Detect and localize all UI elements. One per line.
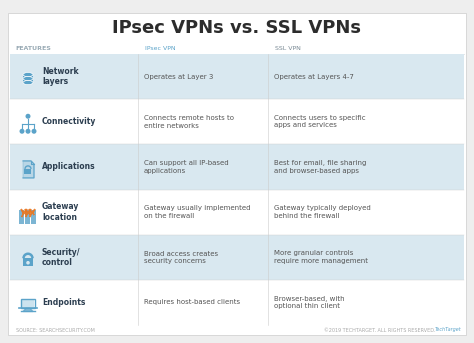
Circle shape: [19, 129, 25, 134]
Ellipse shape: [23, 73, 33, 76]
Polygon shape: [25, 209, 31, 217]
Circle shape: [26, 114, 30, 119]
Ellipse shape: [23, 76, 33, 81]
Text: TechTarget: TechTarget: [434, 328, 461, 332]
Text: Security/
control: Security/ control: [42, 248, 81, 267]
Text: SSL VPN: SSL VPN: [275, 46, 301, 50]
Polygon shape: [23, 161, 34, 178]
Text: Browser-based, with
optional thin client: Browser-based, with optional thin client: [274, 296, 345, 309]
Bar: [22, 300, 34, 307]
Text: More granular controls
require more management: More granular controls require more mana…: [274, 250, 368, 264]
Text: Gateway
location: Gateway location: [42, 202, 79, 222]
Text: Can support all IP-based
applications: Can support all IP-based applications: [144, 160, 228, 174]
Ellipse shape: [23, 73, 33, 76]
Text: ©2019 TECHTARGET. ALL RIGHTS RESERVED.: ©2019 TECHTARGET. ALL RIGHTS RESERVED.: [325, 328, 436, 332]
Text: FEATURES: FEATURES: [15, 46, 51, 50]
Circle shape: [31, 129, 36, 134]
Polygon shape: [23, 308, 33, 311]
Text: Applications: Applications: [42, 163, 96, 172]
Ellipse shape: [23, 81, 33, 85]
Circle shape: [26, 261, 30, 264]
Text: Connectivity: Connectivity: [42, 117, 96, 126]
Text: Gateway usually implemented
on the firewall: Gateway usually implemented on the firew…: [144, 205, 250, 219]
Bar: [26, 210, 30, 224]
Bar: [10, 144, 464, 189]
Bar: [10, 235, 464, 280]
Text: Gateway typically deployed
behind the firewall: Gateway typically deployed behind the fi…: [274, 205, 371, 219]
Bar: [23, 74, 33, 83]
Bar: [19, 210, 25, 224]
Bar: [10, 54, 464, 99]
Text: Best for email, file sharing
and browser-based apps: Best for email, file sharing and browser…: [274, 160, 366, 174]
Text: Endpoints: Endpoints: [42, 298, 85, 307]
Text: IPsec VPNs vs. SSL VPNs: IPsec VPNs vs. SSL VPNs: [112, 19, 362, 37]
Text: Network
layers: Network layers: [42, 67, 79, 86]
Text: SOURCE: SEARCHSECURITY.COM: SOURCE: SEARCHSECURITY.COM: [16, 328, 95, 332]
Bar: [21, 299, 35, 308]
Polygon shape: [21, 209, 27, 217]
Bar: [31, 210, 36, 224]
Polygon shape: [29, 209, 35, 217]
Text: Connects users to specific
apps and services: Connects users to specific apps and serv…: [274, 115, 365, 129]
Bar: [23, 258, 33, 266]
Text: Requires host-based clients: Requires host-based clients: [144, 299, 240, 305]
Text: Connects remote hosts to
entire networks: Connects remote hosts to entire networks: [144, 115, 234, 129]
Bar: [25, 169, 31, 174]
Text: IPsec VPN: IPsec VPN: [145, 46, 176, 50]
Circle shape: [26, 129, 30, 134]
Text: Operates at Layer 3: Operates at Layer 3: [144, 74, 213, 80]
Text: Broad access creates
security concerns: Broad access creates security concerns: [144, 250, 218, 264]
Text: Operates at Layers 4-7: Operates at Layers 4-7: [274, 74, 354, 80]
